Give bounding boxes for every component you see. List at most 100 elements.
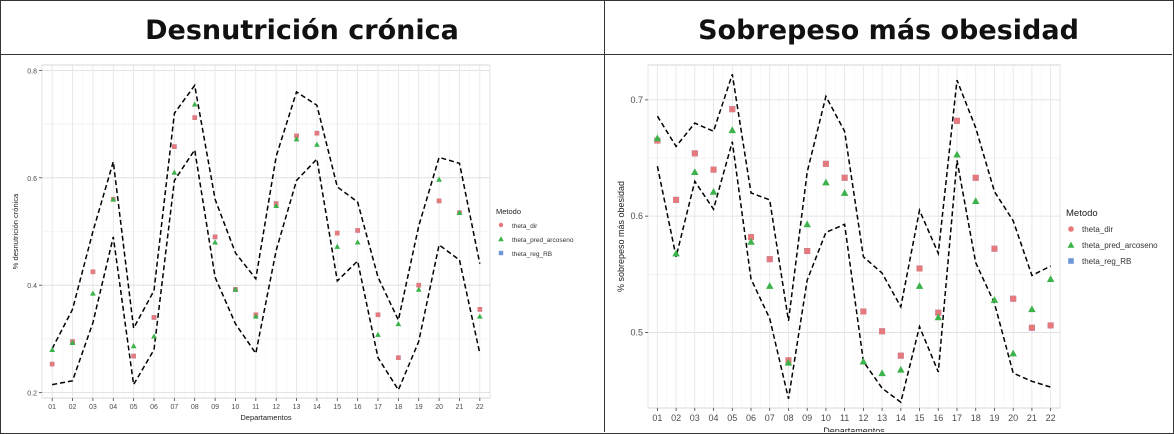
legend-title: Metodo (496, 207, 521, 216)
point-theta-dir (860, 308, 867, 315)
point-theta-dir (991, 245, 998, 252)
point-theta-pred-arcoseno (151, 333, 157, 339)
x-tick-label: 10 (821, 413, 831, 423)
x-tick-label: 01 (48, 404, 56, 411)
point-theta-pred-arcoseno (1046, 275, 1055, 282)
x-tick-label: 20 (1008, 413, 1018, 423)
point-theta-dir (879, 328, 886, 335)
chart-desnutricion: 0.2 0.4 0.6 0.8 01 02 03 04 05 06 07 08 09 10 11 12 13 14… (11, 64, 574, 422)
point-theta-dir (477, 307, 483, 312)
point-theta-pred-arcoseno (273, 202, 280, 209)
x-tick-label: 21 (1027, 413, 1037, 423)
y-tick-label: 0.6 (630, 211, 643, 221)
x-tick-label: 03 (690, 413, 700, 423)
point-theta-pred-arcoseno (395, 321, 402, 327)
legend-label: theta_dir (1082, 225, 1113, 234)
point-theta-pred-arcoseno (476, 313, 483, 319)
x-tick-label: 11 (840, 413, 849, 423)
x-tick-label: 20 (435, 404, 443, 411)
point-theta-pred-arcoseno (354, 239, 361, 245)
x-tick-label: 14 (896, 413, 906, 423)
point-theta-pred-arcoseno (130, 343, 137, 349)
x-tick-label: 09 (802, 413, 812, 423)
x-tick-label: 04 (109, 404, 117, 411)
upper-bound-line (51, 83, 481, 349)
x-tick-label: 08 (783, 413, 793, 423)
point-theta-pred-arcoseno (252, 313, 259, 319)
y-tick-label: 0.5 (630, 327, 643, 337)
lower-bound-line (52, 147, 481, 392)
x-axis-label: Departamentos (823, 426, 885, 432)
point-theta-dir (314, 130, 320, 136)
point-theta-pred-arcoseno (90, 290, 96, 296)
point-theta-dir (131, 353, 136, 359)
x-tick-label: 01 (652, 413, 662, 423)
legend-label: theta_reg_RB (1082, 257, 1131, 266)
x-tick-label: 07 (765, 413, 775, 423)
x-tick-label: 07 (170, 404, 178, 411)
x-tick-label: 18 (394, 404, 402, 411)
point-theta-pred-arcoseno (375, 331, 381, 337)
point-theta-dir (897, 352, 904, 359)
panel-divider-vertical (604, 0, 605, 432)
point-theta-dir (822, 160, 829, 167)
legend: Metodo theta_dir theta_pred_arcoseno theta_… (496, 207, 574, 258)
point-theta-dir (766, 256, 773, 263)
point-theta-dir (673, 196, 680, 203)
point-theta-pred-arcoseno (436, 176, 442, 182)
point-theta-dir (691, 150, 698, 157)
point-theta-dir (954, 117, 960, 124)
point-theta-pred-arcoseno (691, 168, 699, 175)
x-tick-label: 17 (374, 404, 382, 411)
point-theta-pred-arcoseno (915, 282, 924, 289)
x-tick-label: 19 (415, 404, 423, 411)
point-theta-dir (841, 174, 848, 181)
point-theta-pred-arcoseno (232, 286, 239, 292)
point-theta-dir (396, 355, 401, 361)
point-theta-dir (192, 115, 198, 120)
point-theta-dir (710, 166, 717, 173)
point-theta-pred-arcoseno (971, 197, 980, 205)
point-theta-pred-arcoseno (293, 136, 300, 142)
point-theta-dir (151, 315, 157, 320)
x-tick-label: 16 (933, 413, 943, 423)
x-tick-label: 21 (456, 404, 464, 411)
point-theta-dir (1047, 322, 1054, 329)
point-theta-dir (212, 234, 218, 240)
upper-bound-line (656, 74, 1051, 321)
x-tick-label: 14 (313, 404, 321, 411)
point-theta-dir (436, 198, 442, 204)
point-theta-pred-arcoseno (171, 169, 178, 175)
point-theta-dir (916, 265, 923, 272)
x-tick-label: 12 (272, 404, 280, 411)
x-tick-label: 04 (709, 413, 719, 423)
x-tick-label: 05 (130, 404, 138, 411)
x-tick-label: 18 (971, 413, 981, 423)
y-tick-label: 0.8 (27, 68, 37, 75)
point-theta-dir (294, 133, 299, 139)
point-theta-dir (1028, 324, 1035, 331)
point-theta-pred-arcoseno (784, 358, 793, 366)
legend-key-square (1068, 258, 1074, 264)
point-theta-dir (90, 269, 96, 275)
point-theta-dir (1010, 295, 1017, 302)
point-theta-pred-arcoseno (990, 296, 999, 303)
point-theta-dir (334, 230, 340, 236)
x-tick-label: 13 (877, 413, 887, 423)
legend-key-circle (498, 222, 504, 228)
point-theta-pred-arcoseno (728, 126, 737, 134)
point-theta-pred-arcoseno (653, 134, 662, 142)
point-theta-pred-arcoseno (314, 141, 320, 147)
point-theta-pred-arcoseno (859, 357, 868, 365)
x-tick-label: 16 (354, 404, 362, 411)
x-tick-label: 13 (293, 404, 301, 411)
x-tick-label: 02 (69, 404, 77, 411)
legend-key-triangle (498, 236, 504, 242)
legend-label: theta_dir (512, 223, 538, 230)
x-tick-label: 17 (952, 413, 962, 423)
x-tick-label: 09 (211, 404, 219, 411)
point-theta-dir (804, 248, 811, 255)
point-theta-pred-arcoseno (456, 209, 463, 216)
point-theta-pred-arcoseno (1028, 305, 1036, 313)
x-tick-label: 12 (858, 413, 868, 423)
